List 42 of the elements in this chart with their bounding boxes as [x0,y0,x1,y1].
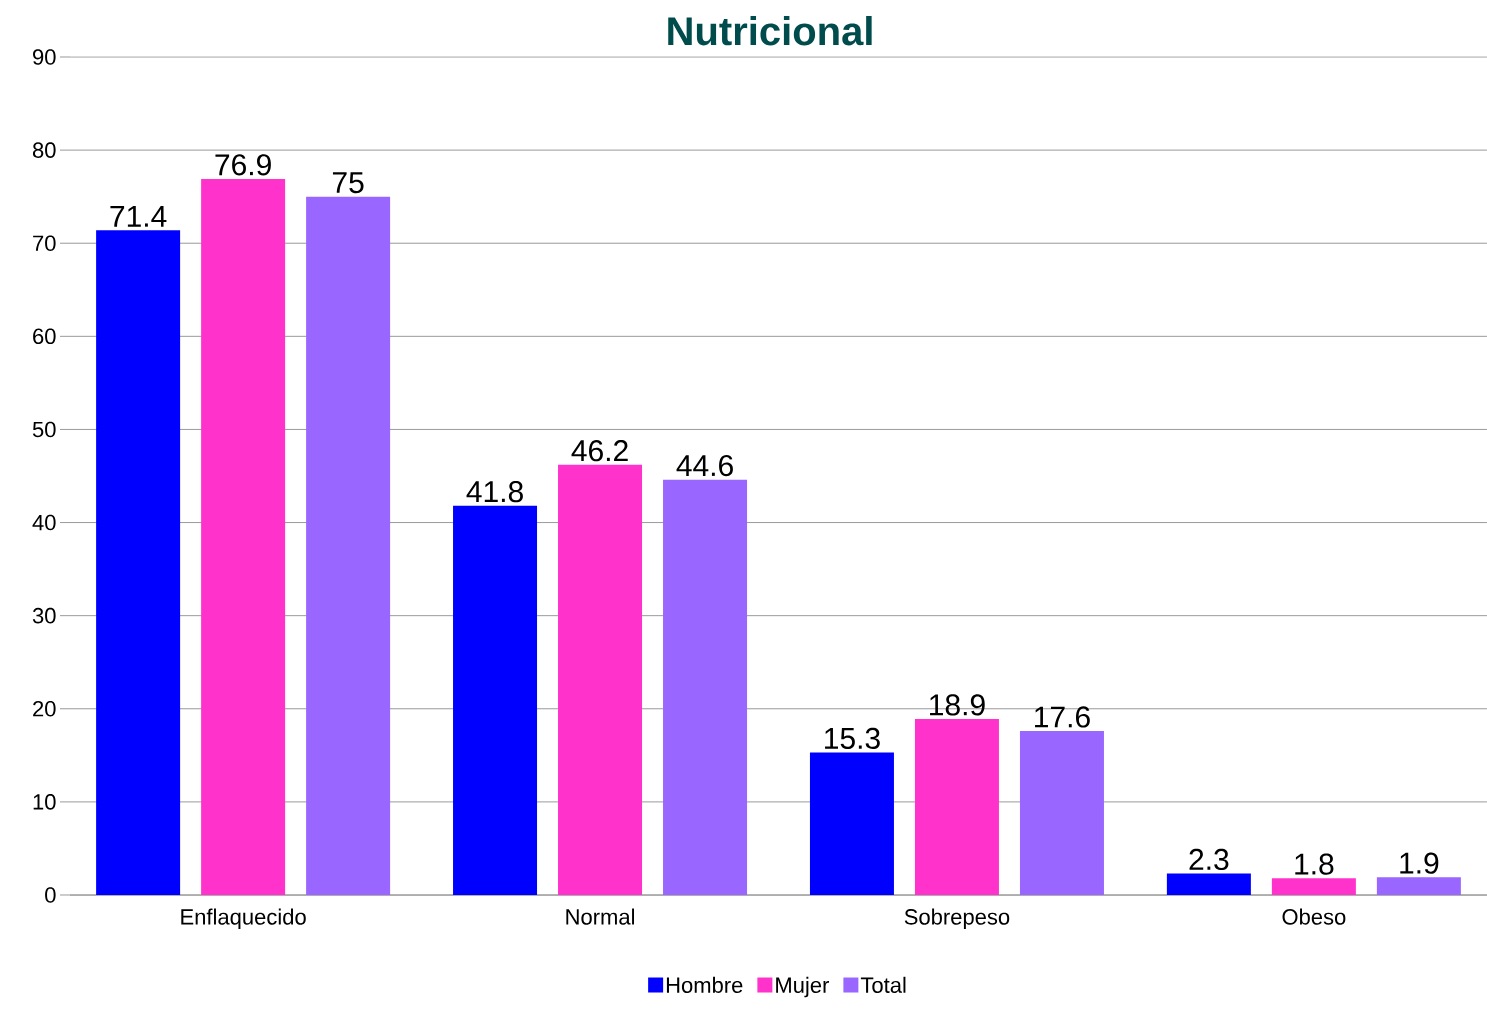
bar [201,178,286,895]
bar [558,464,643,895]
y-tick-label: 60 [33,328,56,345]
x-tick-label: Normal [566,908,634,925]
bar [1166,873,1251,895]
x-tick-label: Enflaquecido [181,908,306,930]
data-label: 41.8 [466,481,523,503]
y-tick-label: 30 [32,607,56,624]
data-label: 44.6 [676,454,733,477]
y-tick-label: 40 [32,514,56,531]
chart-title: Nutricional [668,16,872,46]
data-label: 1.9 [1400,852,1439,874]
data-label: 18.9 [930,694,985,716]
legend-label: Hombre [666,976,743,993]
bar [1019,731,1104,895]
bar [96,230,181,895]
data-label: 17.6 [1035,706,1090,728]
data-label: 2.3 [1189,848,1229,871]
y-tick-label: 0 [45,887,56,903]
bar [914,719,999,895]
bar [1376,877,1461,895]
data-label: 46.2 [571,440,628,462]
bar [1271,878,1356,895]
y-tick-label: 80 [32,142,56,158]
x-tick-label: Obeso [1282,908,1346,925]
bar [453,505,538,895]
legend-label: Total [860,976,906,993]
y-tick-label: 50 [32,421,56,438]
x-tick-label: Sobrepeso [904,908,1010,930]
bar [663,479,748,895]
y-tick-label: 90 [33,49,56,65]
data-label: 75 [332,172,364,194]
bar [306,196,391,895]
data-label: 15.3 [825,727,880,750]
data-label: 1.8 [1295,853,1334,875]
bar [809,752,894,895]
data-label: 71.4 [110,206,167,227]
y-tick-label: 10 [33,794,56,810]
data-label: 76.9 [215,154,271,176]
legend-label: Mujer [776,976,830,998]
y-tick-label: 70 [33,235,56,252]
y-tick-label: 20 [33,700,56,717]
